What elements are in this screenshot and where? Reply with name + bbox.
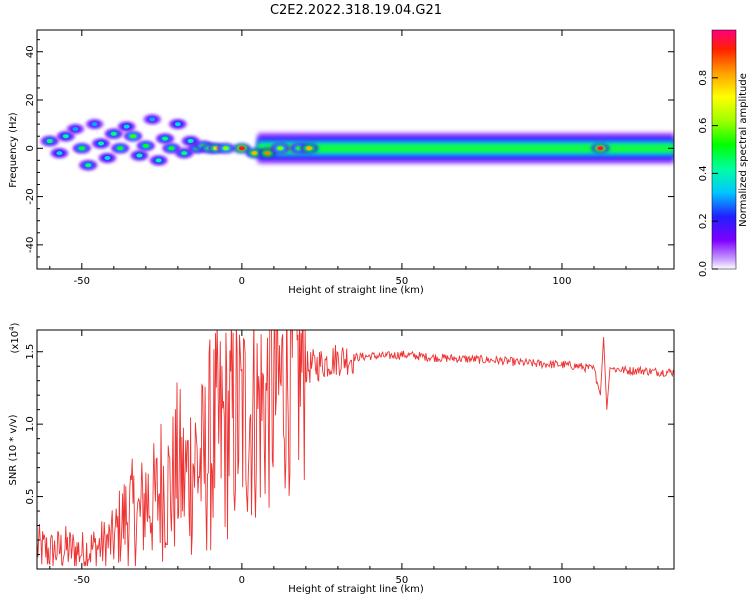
colorbar-gradient bbox=[711, 29, 737, 270]
spectral-blob bbox=[85, 119, 104, 130]
spectrogram-heatmap bbox=[40, 114, 674, 171]
spectral-blob bbox=[245, 148, 264, 159]
spectral-blob bbox=[168, 119, 187, 130]
x-tick-label: -50 bbox=[74, 276, 90, 287]
spectrogram-ticks: -50 0 50 100 -40 -20 0 20 40 bbox=[25, 30, 674, 287]
colorbar-tick-label: 0.8 bbox=[698, 70, 709, 86]
spectral-blob bbox=[149, 155, 168, 166]
spectral-blob bbox=[79, 160, 98, 171]
spectral-blob bbox=[591, 143, 610, 154]
spectral-blob bbox=[66, 123, 85, 134]
colorbar-tick-label: 0.4 bbox=[698, 165, 709, 181]
spectral-blob bbox=[72, 143, 91, 154]
colorbar-ticks: 0.0 0.2 0.4 0.6 0.8 bbox=[698, 70, 718, 277]
colorbar-tick-label: 0.0 bbox=[698, 261, 709, 277]
spectral-blob bbox=[50, 148, 69, 159]
spectral-blob bbox=[124, 131, 143, 142]
spectral-blob bbox=[175, 148, 194, 159]
x-tick-label: -50 bbox=[74, 575, 90, 586]
x-tick-label: 50 bbox=[396, 276, 409, 287]
spectral-blob bbox=[258, 148, 277, 159]
spectral-blob bbox=[271, 143, 290, 154]
spectral-blob bbox=[300, 143, 319, 154]
snr-ticks: -50 0 50 100 0.5 1.0 1.5 bbox=[25, 330, 674, 586]
spectral-blob bbox=[143, 114, 162, 125]
y-tick-label: 40 bbox=[25, 45, 36, 58]
spectral-blob bbox=[111, 143, 130, 154]
spectral-blob bbox=[232, 143, 251, 154]
snr-panel: -50 0 50 100 0.5 1.0 1.5 Height of straight li… bbox=[8, 322, 675, 595]
x-tick-label: 0 bbox=[239, 575, 245, 586]
spectrogram-frame bbox=[36, 29, 675, 270]
spectral-blob bbox=[216, 143, 235, 154]
x-tick-label: 50 bbox=[396, 575, 409, 586]
colorbar-tick-label: 0.2 bbox=[698, 213, 709, 229]
spectral-blob bbox=[40, 136, 59, 147]
spectrogram-xlabel: Height of straight line (km) bbox=[288, 285, 424, 296]
snr-series-layer bbox=[37, 330, 674, 567]
spectral-blob bbox=[98, 152, 117, 163]
spectral-blob bbox=[136, 140, 155, 151]
spectral-blob bbox=[130, 150, 149, 161]
snr-ylabel: SNR (10 * v/v) bbox=[8, 414, 19, 485]
snr-frame bbox=[36, 329, 675, 570]
y-tick-label: 20 bbox=[25, 94, 36, 107]
band-layer bbox=[257, 147, 674, 150]
colorbar-tick-label: 0.6 bbox=[698, 118, 709, 134]
spectral-blob bbox=[56, 131, 75, 142]
snr-xlabel: Height of straight line (km) bbox=[288, 584, 424, 595]
x-tick-label: 100 bbox=[552, 276, 571, 287]
snr-scale-note: (x104) bbox=[8, 322, 21, 353]
colorbar: 0.0 0.2 0.4 0.6 0.8 Normalized spectral ampl… bbox=[698, 29, 749, 277]
x-tick-label: 0 bbox=[239, 276, 245, 287]
y-tick-label: -20 bbox=[25, 188, 36, 204]
spectral-blob bbox=[156, 133, 175, 144]
figure-title: C2E2.2022.318.19.04.G21 bbox=[270, 3, 442, 18]
spectral-blob bbox=[92, 138, 111, 149]
y-tick-label: 1.5 bbox=[25, 344, 36, 360]
y-tick-label: 0 bbox=[25, 145, 36, 151]
y-tick-label: 0.5 bbox=[25, 489, 36, 505]
y-tick-label: -40 bbox=[25, 237, 36, 253]
x-tick-label: 100 bbox=[552, 575, 571, 586]
spectral-blob bbox=[162, 143, 181, 154]
spectral-blob bbox=[117, 121, 136, 132]
spectral-band bbox=[257, 132, 674, 164]
spectral-blob bbox=[104, 128, 123, 139]
spectrogram-panel: -50 0 50 100 -40 -20 0 20 40 Height of straight … bbox=[8, 29, 675, 296]
snr-series-line bbox=[37, 330, 674, 567]
colorbar-label: Normalized spectral amplitude bbox=[738, 73, 749, 227]
y-tick-label: 1.0 bbox=[25, 416, 36, 432]
spectrogram-ylabel: Frequency (Hz) bbox=[8, 112, 19, 188]
